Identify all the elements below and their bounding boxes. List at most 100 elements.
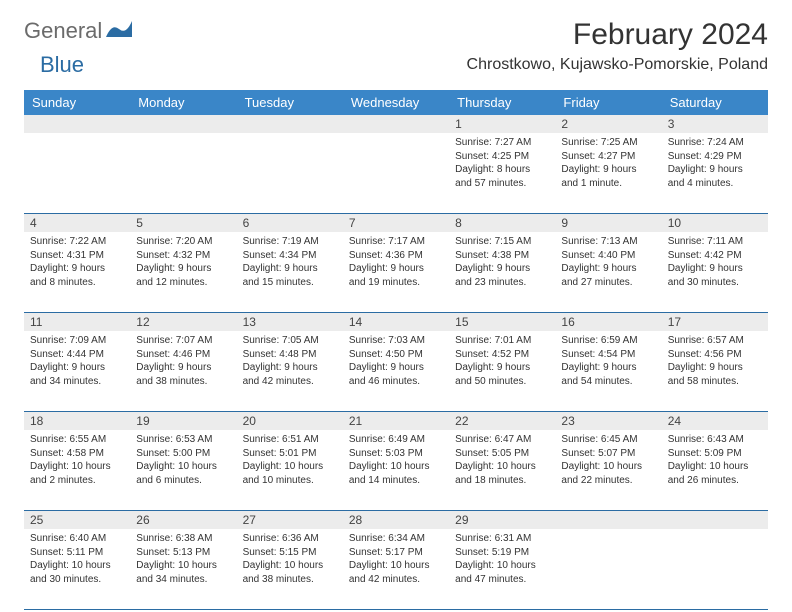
day-cell: Sunrise: 7:07 AMSunset: 4:46 PMDaylight:… [130,331,236,411]
day-cell: Sunrise: 7:13 AMSunset: 4:40 PMDaylight:… [555,232,661,312]
day-cell [237,133,343,213]
sunset-text: Sunset: 4:36 PM [349,249,443,263]
day-number-row: 45678910 [24,214,768,232]
daylight-text: Daylight: 9 hours and 50 minutes. [455,361,549,388]
week-row: Sunrise: 7:22 AMSunset: 4:31 PMDaylight:… [24,232,768,313]
day-number: 8 [449,214,555,232]
day-cell: Sunrise: 6:40 AMSunset: 5:11 PMDaylight:… [24,529,130,609]
day-cell: Sunrise: 6:31 AMSunset: 5:19 PMDaylight:… [449,529,555,609]
daylight-text: Daylight: 10 hours and 47 minutes. [455,559,549,586]
daylight-text: Daylight: 9 hours and 19 minutes. [349,262,443,289]
day-number: 25 [24,511,130,529]
sunrise-text: Sunrise: 7:20 AM [136,235,230,249]
sunset-text: Sunset: 4:32 PM [136,249,230,263]
calendar: Sunday Monday Tuesday Wednesday Thursday… [24,90,768,610]
sunrise-text: Sunrise: 6:34 AM [349,532,443,546]
daylight-text: Daylight: 10 hours and 22 minutes. [561,460,655,487]
day-cell [343,133,449,213]
day-number: 27 [237,511,343,529]
weeks-container: 123Sunrise: 7:27 AMSunset: 4:25 PMDaylig… [24,115,768,610]
day-number: 5 [130,214,236,232]
day-cell: Sunrise: 7:24 AMSunset: 4:29 PMDaylight:… [662,133,768,213]
sunrise-text: Sunrise: 6:57 AM [668,334,762,348]
day-header: Saturday [662,90,768,115]
day-cell: Sunrise: 7:11 AMSunset: 4:42 PMDaylight:… [662,232,768,312]
sunrise-text: Sunrise: 7:27 AM [455,136,549,150]
sunset-text: Sunset: 5:19 PM [455,546,549,560]
sunset-text: Sunset: 4:27 PM [561,150,655,164]
daylight-text: Daylight: 10 hours and 10 minutes. [243,460,337,487]
sunrise-text: Sunrise: 7:07 AM [136,334,230,348]
daylight-text: Daylight: 8 hours and 57 minutes. [455,163,549,190]
day-number: 9 [555,214,661,232]
sunset-text: Sunset: 4:48 PM [243,348,337,362]
daylight-text: Daylight: 10 hours and 2 minutes. [30,460,124,487]
day-cell: Sunrise: 6:57 AMSunset: 4:56 PMDaylight:… [662,331,768,411]
day-cell: Sunrise: 6:49 AMSunset: 5:03 PMDaylight:… [343,430,449,510]
day-number [662,511,768,529]
day-cell: Sunrise: 6:43 AMSunset: 5:09 PMDaylight:… [662,430,768,510]
day-number: 24 [662,412,768,430]
sunset-text: Sunset: 5:09 PM [668,447,762,461]
day-number: 2 [555,115,661,133]
sunrise-text: Sunrise: 6:36 AM [243,532,337,546]
sunset-text: Sunset: 5:00 PM [136,447,230,461]
daylight-text: Daylight: 10 hours and 30 minutes. [30,559,124,586]
sunrise-text: Sunrise: 7:05 AM [243,334,337,348]
sunset-text: Sunset: 4:34 PM [243,249,337,263]
day-number: 23 [555,412,661,430]
week-row: Sunrise: 6:40 AMSunset: 5:11 PMDaylight:… [24,529,768,610]
day-number: 16 [555,313,661,331]
day-number: 11 [24,313,130,331]
day-cell [662,529,768,609]
day-cell: Sunrise: 6:34 AMSunset: 5:17 PMDaylight:… [343,529,449,609]
day-header-row: Sunday Monday Tuesday Wednesday Thursday… [24,90,768,115]
day-number: 28 [343,511,449,529]
daylight-text: Daylight: 10 hours and 38 minutes. [243,559,337,586]
day-cell: Sunrise: 7:17 AMSunset: 4:36 PMDaylight:… [343,232,449,312]
sunset-text: Sunset: 4:46 PM [136,348,230,362]
day-cell: Sunrise: 6:45 AMSunset: 5:07 PMDaylight:… [555,430,661,510]
sunset-text: Sunset: 4:42 PM [668,249,762,263]
day-number [555,511,661,529]
sunrise-text: Sunrise: 7:17 AM [349,235,443,249]
day-number-row: 11121314151617 [24,313,768,331]
daylight-text: Daylight: 10 hours and 26 minutes. [668,460,762,487]
daylight-text: Daylight: 10 hours and 42 minutes. [349,559,443,586]
sunset-text: Sunset: 4:40 PM [561,249,655,263]
sunset-text: Sunset: 5:11 PM [30,546,124,560]
day-cell: Sunrise: 7:22 AMSunset: 4:31 PMDaylight:… [24,232,130,312]
day-number: 13 [237,313,343,331]
sunset-text: Sunset: 4:25 PM [455,150,549,164]
day-number: 20 [237,412,343,430]
day-cell: Sunrise: 7:20 AMSunset: 4:32 PMDaylight:… [130,232,236,312]
day-number: 18 [24,412,130,430]
sunrise-text: Sunrise: 7:24 AM [668,136,762,150]
daylight-text: Daylight: 9 hours and 46 minutes. [349,361,443,388]
day-number: 7 [343,214,449,232]
sunset-text: Sunset: 4:52 PM [455,348,549,362]
sunrise-text: Sunrise: 7:11 AM [668,235,762,249]
day-header: Tuesday [237,90,343,115]
sunrise-text: Sunrise: 6:43 AM [668,433,762,447]
week-row: Sunrise: 7:27 AMSunset: 4:25 PMDaylight:… [24,133,768,214]
daylight-text: Daylight: 9 hours and 8 minutes. [30,262,124,289]
day-number [343,115,449,133]
day-number-row: 18192021222324 [24,412,768,430]
day-cell: Sunrise: 6:38 AMSunset: 5:13 PMDaylight:… [130,529,236,609]
day-cell: Sunrise: 7:27 AMSunset: 4:25 PMDaylight:… [449,133,555,213]
daylight-text: Daylight: 10 hours and 14 minutes. [349,460,443,487]
sunrise-text: Sunrise: 6:59 AM [561,334,655,348]
day-cell: Sunrise: 7:09 AMSunset: 4:44 PMDaylight:… [24,331,130,411]
day-cell: Sunrise: 6:36 AMSunset: 5:15 PMDaylight:… [237,529,343,609]
daylight-text: Daylight: 10 hours and 18 minutes. [455,460,549,487]
sunset-text: Sunset: 5:15 PM [243,546,337,560]
day-number: 10 [662,214,768,232]
sunrise-text: Sunrise: 6:51 AM [243,433,337,447]
day-cell: Sunrise: 7:03 AMSunset: 4:50 PMDaylight:… [343,331,449,411]
day-number-row: 123 [24,115,768,133]
logo-wave-icon [106,19,132,44]
day-cell: Sunrise: 6:59 AMSunset: 4:54 PMDaylight:… [555,331,661,411]
sunset-text: Sunset: 5:17 PM [349,546,443,560]
sunset-text: Sunset: 5:05 PM [455,447,549,461]
